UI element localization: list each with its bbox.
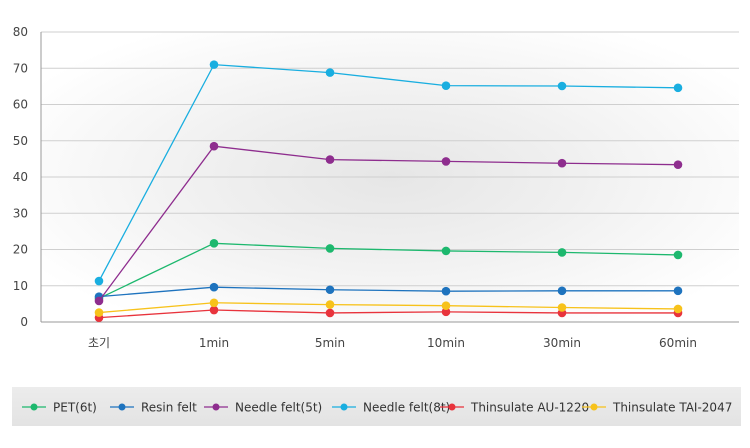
data-point [94,276,104,286]
legend-swatch-marker [448,403,456,411]
axes [40,32,739,323]
series-line [98,302,679,314]
legend-swatch-marker [118,403,126,411]
series-line [98,63,679,282]
data-point [209,239,219,248]
data-point [557,248,567,257]
data-point [441,157,451,166]
data-point [673,304,683,314]
data-point [557,158,567,168]
legend-label: Thinsulate TAI-2047 [612,401,732,415]
legend-label: Needle felt(8t) [363,401,450,415]
data-point [325,300,335,309]
series-group [94,60,683,286]
series-line [98,145,679,302]
legend-item: Needle felt(5t) [204,401,322,415]
y-tick-label: 60 [13,98,28,112]
legend-item: Resin felt [110,401,197,415]
x-tick-label: 10min [427,336,465,350]
x-tick-label: 5min [315,336,345,350]
legend-label: Needle felt(5t) [235,401,322,415]
data-point [557,286,567,296]
data-point [94,308,104,317]
y-tick-label: 10 [13,279,28,293]
legend-item: Thinsulate AU-1220 [440,401,589,415]
data-point [441,286,451,296]
data-point [673,83,683,93]
data-point [557,303,567,312]
data-point [209,141,219,151]
legend-swatch-marker [340,403,348,411]
data-point [209,298,219,308]
legend-item: PET(6t) [22,401,97,415]
data-point [557,81,567,91]
data-point [325,285,335,295]
data-point [441,307,451,317]
series-line [98,309,678,319]
data-point [209,282,219,292]
legend-label: PET(6t) [53,401,97,415]
data-point [209,60,219,69]
data-point [673,286,683,296]
data-point [325,68,335,77]
y-tick-label: 40 [13,170,28,184]
data-point [209,305,219,315]
y-tick-label: 30 [13,206,28,220]
y-tick-label: 80 [13,25,28,39]
y-tick-label: 70 [13,61,28,75]
data-point [441,81,451,90]
legend: PET(6t) Resin felt Needle felt(5t) Needle f… [22,401,732,415]
x-tick-label: 1min [199,336,229,350]
legend-label: Thinsulate AU-1220 [470,401,589,415]
series-lines [94,60,683,322]
data-point [325,244,335,253]
series-group [94,298,683,317]
legend-item: Thinsulate TAI-2047 [582,401,732,415]
y-tick-label: 0 [20,315,28,329]
legend-swatch-marker [590,403,598,411]
data-point [94,296,104,306]
legend-swatch-marker [212,403,220,411]
data-point [673,160,683,169]
y-tick-labels: 0 10 20 30 40 50 60 70 80 [13,25,28,329]
series-group [94,305,683,322]
data-point [325,308,335,318]
x-tick-label: 30min [543,336,581,350]
series-group [94,239,683,303]
data-point [441,246,451,256]
series-line [98,286,678,298]
x-tick-label: 초기 [88,336,110,350]
legend-item: Needle felt(8t) [332,401,450,415]
data-point [325,155,335,164]
legend-label: Resin felt [141,401,197,415]
data-point [441,301,451,310]
data-point [673,250,683,260]
legend-swatch-marker [30,403,38,411]
series-group [94,141,683,306]
x-tick-labels: 초기 1min 5min 10min 30min 60min [88,336,697,350]
y-tick-label: 20 [13,243,28,257]
y-tick-label: 50 [13,134,28,148]
series-line [98,242,679,300]
x-tick-label: 60min [659,336,697,350]
